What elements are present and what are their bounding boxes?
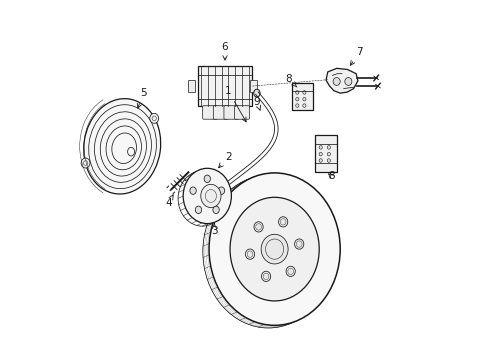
- Ellipse shape: [203, 175, 210, 183]
- Text: 5: 5: [137, 88, 146, 108]
- FancyBboxPatch shape: [197, 66, 252, 107]
- Ellipse shape: [189, 187, 196, 194]
- Text: 2: 2: [218, 152, 231, 168]
- Ellipse shape: [214, 189, 220, 196]
- Ellipse shape: [278, 217, 287, 227]
- Ellipse shape: [326, 159, 330, 162]
- Polygon shape: [325, 68, 357, 93]
- Ellipse shape: [261, 271, 270, 282]
- Ellipse shape: [319, 159, 322, 162]
- Ellipse shape: [218, 187, 224, 194]
- Ellipse shape: [201, 184, 221, 208]
- Ellipse shape: [195, 206, 201, 213]
- Ellipse shape: [302, 104, 305, 107]
- Ellipse shape: [209, 173, 340, 325]
- Ellipse shape: [319, 145, 322, 149]
- Ellipse shape: [81, 158, 90, 168]
- Ellipse shape: [245, 249, 254, 259]
- Ellipse shape: [295, 104, 298, 107]
- Ellipse shape: [183, 168, 231, 224]
- Text: 1: 1: [225, 86, 245, 122]
- Text: 7: 7: [350, 47, 362, 65]
- FancyBboxPatch shape: [213, 106, 228, 119]
- Ellipse shape: [344, 77, 351, 85]
- Text: 3: 3: [211, 224, 217, 237]
- Text: 8: 8: [285, 74, 296, 87]
- FancyBboxPatch shape: [314, 135, 336, 172]
- Ellipse shape: [332, 77, 340, 85]
- Ellipse shape: [285, 266, 295, 276]
- Ellipse shape: [149, 113, 158, 123]
- Ellipse shape: [302, 91, 305, 94]
- Text: 6: 6: [221, 42, 228, 60]
- Ellipse shape: [302, 98, 305, 101]
- FancyBboxPatch shape: [224, 106, 238, 119]
- FancyBboxPatch shape: [234, 106, 249, 119]
- Ellipse shape: [253, 89, 260, 97]
- Ellipse shape: [294, 239, 303, 249]
- Ellipse shape: [83, 99, 161, 194]
- Ellipse shape: [295, 91, 298, 94]
- Ellipse shape: [326, 145, 330, 149]
- Ellipse shape: [229, 197, 319, 301]
- FancyBboxPatch shape: [249, 80, 256, 93]
- FancyBboxPatch shape: [202, 106, 217, 119]
- Text: 9: 9: [253, 97, 260, 110]
- Text: 4: 4: [164, 195, 173, 208]
- Ellipse shape: [253, 222, 263, 232]
- Ellipse shape: [326, 152, 330, 156]
- FancyBboxPatch shape: [291, 84, 312, 110]
- Ellipse shape: [319, 152, 322, 156]
- Ellipse shape: [212, 206, 219, 213]
- Ellipse shape: [261, 234, 287, 264]
- Text: 8: 8: [327, 171, 334, 181]
- FancyBboxPatch shape: [187, 80, 194, 93]
- Ellipse shape: [295, 98, 298, 101]
